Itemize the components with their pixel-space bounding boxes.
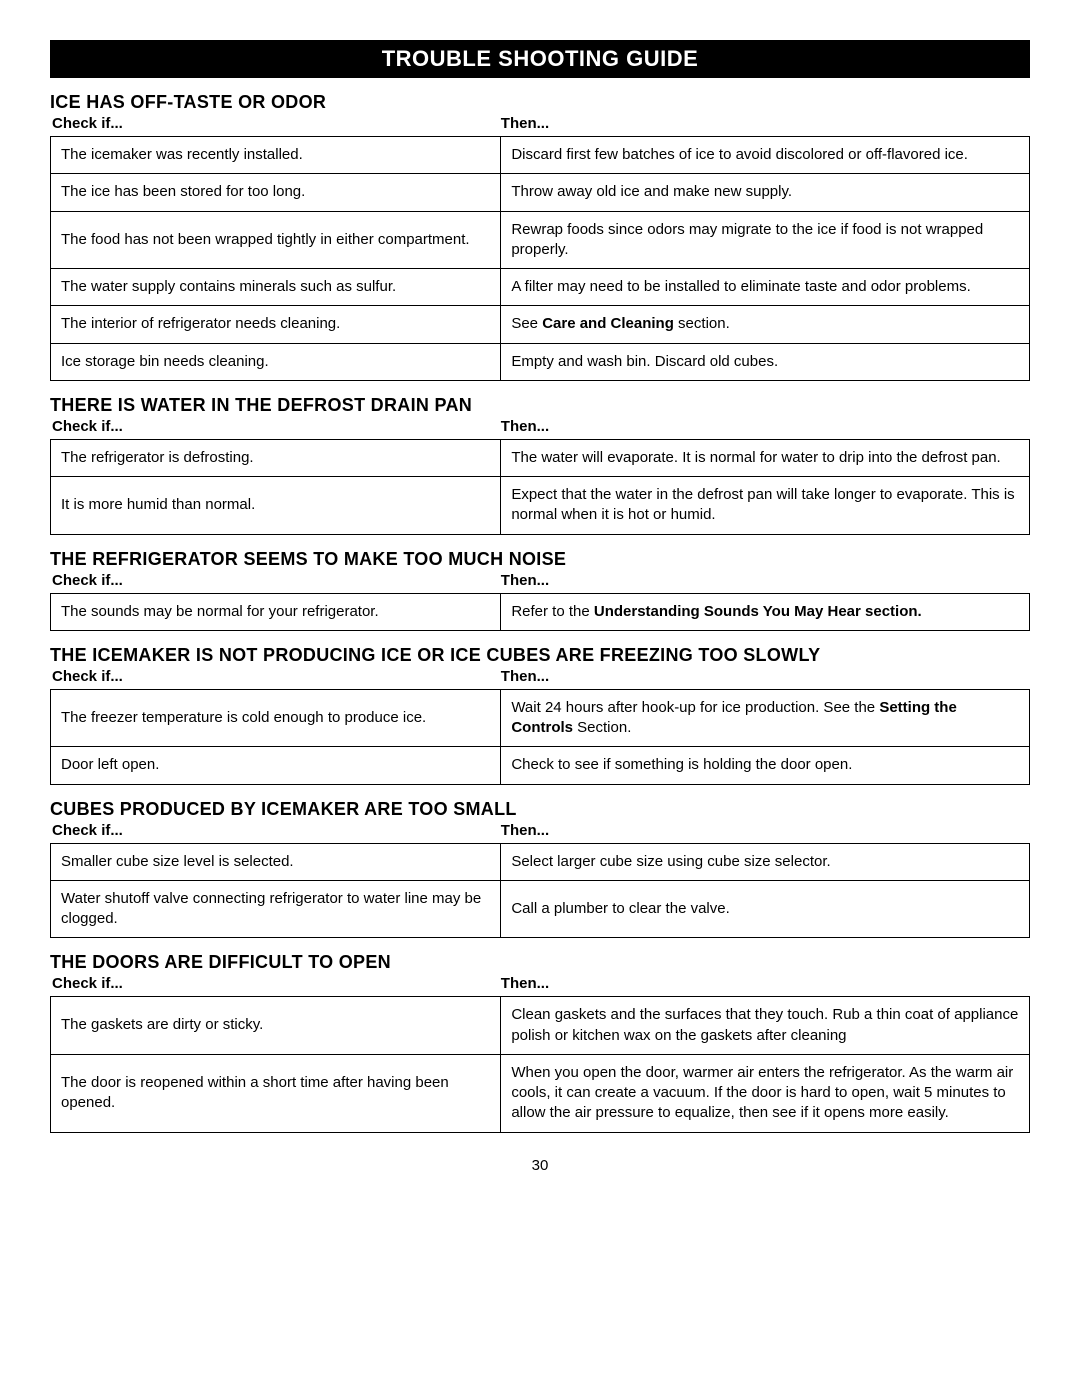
then-cell: Discard first few batches of ice to avoi… — [501, 137, 1030, 174]
section-heading: CUBES PRODUCED BY ICEMAKER ARE TOO SMALL — [50, 799, 1030, 820]
table-row: The interior of refrigerator needs clean… — [51, 306, 1030, 343]
then-cell: The water will evaporate. It is normal f… — [501, 439, 1030, 476]
troubleshooting-table: The freezer temperature is cold enough t… — [50, 689, 1030, 785]
check-cell: The water supply contains minerals such … — [51, 269, 501, 306]
check-cell: The gaskets are dirty or sticky. — [51, 997, 501, 1055]
then-cell: See Care and Cleaning section. — [501, 306, 1030, 343]
check-cell: Smaller cube size level is selected. — [51, 843, 501, 880]
section-heading: THE ICEMAKER IS NOT PRODUCING ICE OR ICE… — [50, 645, 1030, 666]
table-row: The icemaker was recently installed.Disc… — [51, 137, 1030, 174]
check-cell: The sounds may be normal for your refrig… — [51, 593, 501, 630]
page-number: 30 — [50, 1157, 1030, 1174]
then-cell: Empty and wash bin. Discard old cubes. — [501, 343, 1030, 380]
check-header: Check if... — [50, 975, 501, 992]
section-heading: THERE IS WATER IN THE DEFROST DRAIN PAN — [50, 395, 1030, 416]
troubleshooting-section: THE DOORS ARE DIFFICULT TO OPEN Check if.… — [50, 952, 1030, 1132]
check-cell: The food has not been wrapped tightly in… — [51, 211, 501, 269]
table-row: The freezer temperature is cold enough t… — [51, 689, 1030, 747]
troubleshooting-section: THERE IS WATER IN THE DEFROST DRAIN PAN C… — [50, 395, 1030, 535]
troubleshooting-table: The icemaker was recently installed.Disc… — [50, 136, 1030, 381]
check-header: Check if... — [50, 822, 501, 839]
table-row: The food has not been wrapped tightly in… — [51, 211, 1030, 269]
then-header: Then... — [501, 822, 1030, 839]
troubleshooting-section: CUBES PRODUCED BY ICEMAKER ARE TOO SMALL… — [50, 799, 1030, 939]
check-cell: The refrigerator is defrosting. — [51, 439, 501, 476]
troubleshooting-section: ICE HAS OFF-TASTE OR ODOR Check if...Then… — [50, 92, 1030, 381]
section-heading: THE REFRIGERATOR SEEMS TO MAKE TOO MUCH … — [50, 549, 1030, 570]
then-cell: Wait 24 hours after hook-up for ice prod… — [501, 689, 1030, 747]
check-cell: The icemaker was recently installed. — [51, 137, 501, 174]
then-cell: Check to see if something is holding the… — [501, 747, 1030, 784]
check-cell: Door left open. — [51, 747, 501, 784]
then-header: Then... — [501, 668, 1030, 685]
table-row: The door is reopened within a short time… — [51, 1054, 1030, 1132]
table-row: Water shutoff valve connecting refrigera… — [51, 880, 1030, 938]
then-header: Then... — [501, 975, 1030, 992]
then-cell: When you open the door, warmer air enter… — [501, 1054, 1030, 1132]
table-row: Smaller cube size level is selected.Sele… — [51, 843, 1030, 880]
column-headers: Check if...Then... — [50, 975, 1030, 992]
check-header: Check if... — [50, 572, 501, 589]
table-row: The water supply contains minerals such … — [51, 269, 1030, 306]
page-title: TROUBLE SHOOTING GUIDE — [50, 40, 1030, 78]
then-cell: Clean gaskets and the surfaces that they… — [501, 997, 1030, 1055]
table-row: The ice has been stored for too long.Thr… — [51, 174, 1030, 211]
then-cell: Select larger cube size using cube size … — [501, 843, 1030, 880]
troubleshooting-table: The refrigerator is defrosting.The water… — [50, 439, 1030, 535]
section-heading: THE DOORS ARE DIFFICULT TO OPEN — [50, 952, 1030, 973]
column-headers: Check if...Then... — [50, 572, 1030, 589]
then-cell: A filter may need to be installed to eli… — [501, 269, 1030, 306]
check-cell: It is more humid than normal. — [51, 477, 501, 535]
then-cell: Refer to the Understanding Sounds You Ma… — [501, 593, 1030, 630]
then-cell: Rewrap foods since odors may migrate to … — [501, 211, 1030, 269]
then-cell: Call a plumber to clear the valve. — [501, 880, 1030, 938]
troubleshooting-table: The gaskets are dirty or sticky.Clean ga… — [50, 996, 1030, 1132]
table-row: Ice storage bin needs cleaning.Empty and… — [51, 343, 1030, 380]
check-header: Check if... — [50, 668, 501, 685]
check-header: Check if... — [50, 115, 501, 132]
table-row: The refrigerator is defrosting.The water… — [51, 439, 1030, 476]
column-headers: Check if...Then... — [50, 115, 1030, 132]
troubleshooting-table: The sounds may be normal for your refrig… — [50, 593, 1030, 631]
check-cell: Water shutoff valve connecting refrigera… — [51, 880, 501, 938]
check-header: Check if... — [50, 418, 501, 435]
table-row: It is more humid than normal.Expect that… — [51, 477, 1030, 535]
column-headers: Check if...Then... — [50, 822, 1030, 839]
check-cell: The door is reopened within a short time… — [51, 1054, 501, 1132]
column-headers: Check if...Then... — [50, 668, 1030, 685]
then-header: Then... — [501, 572, 1030, 589]
then-cell: Expect that the water in the defrost pan… — [501, 477, 1030, 535]
section-heading: ICE HAS OFF-TASTE OR ODOR — [50, 92, 1030, 113]
then-header: Then... — [501, 418, 1030, 435]
table-row: The gaskets are dirty or sticky.Clean ga… — [51, 997, 1030, 1055]
then-cell: Throw away old ice and make new supply. — [501, 174, 1030, 211]
table-row: Door left open.Check to see if something… — [51, 747, 1030, 784]
check-cell: The freezer temperature is cold enough t… — [51, 689, 501, 747]
troubleshooting-section: THE REFRIGERATOR SEEMS TO MAKE TOO MUCH … — [50, 549, 1030, 631]
check-cell: The ice has been stored for too long. — [51, 174, 501, 211]
troubleshooting-section: THE ICEMAKER IS NOT PRODUCING ICE OR ICE… — [50, 645, 1030, 785]
column-headers: Check if...Then... — [50, 418, 1030, 435]
table-row: The sounds may be normal for your refrig… — [51, 593, 1030, 630]
sections-container: ICE HAS OFF-TASTE OR ODORCheck if...Then… — [50, 92, 1030, 1133]
check-cell: The interior of refrigerator needs clean… — [51, 306, 501, 343]
then-header: Then... — [501, 115, 1030, 132]
check-cell: Ice storage bin needs cleaning. — [51, 343, 501, 380]
troubleshooting-table: Smaller cube size level is selected.Sele… — [50, 843, 1030, 939]
